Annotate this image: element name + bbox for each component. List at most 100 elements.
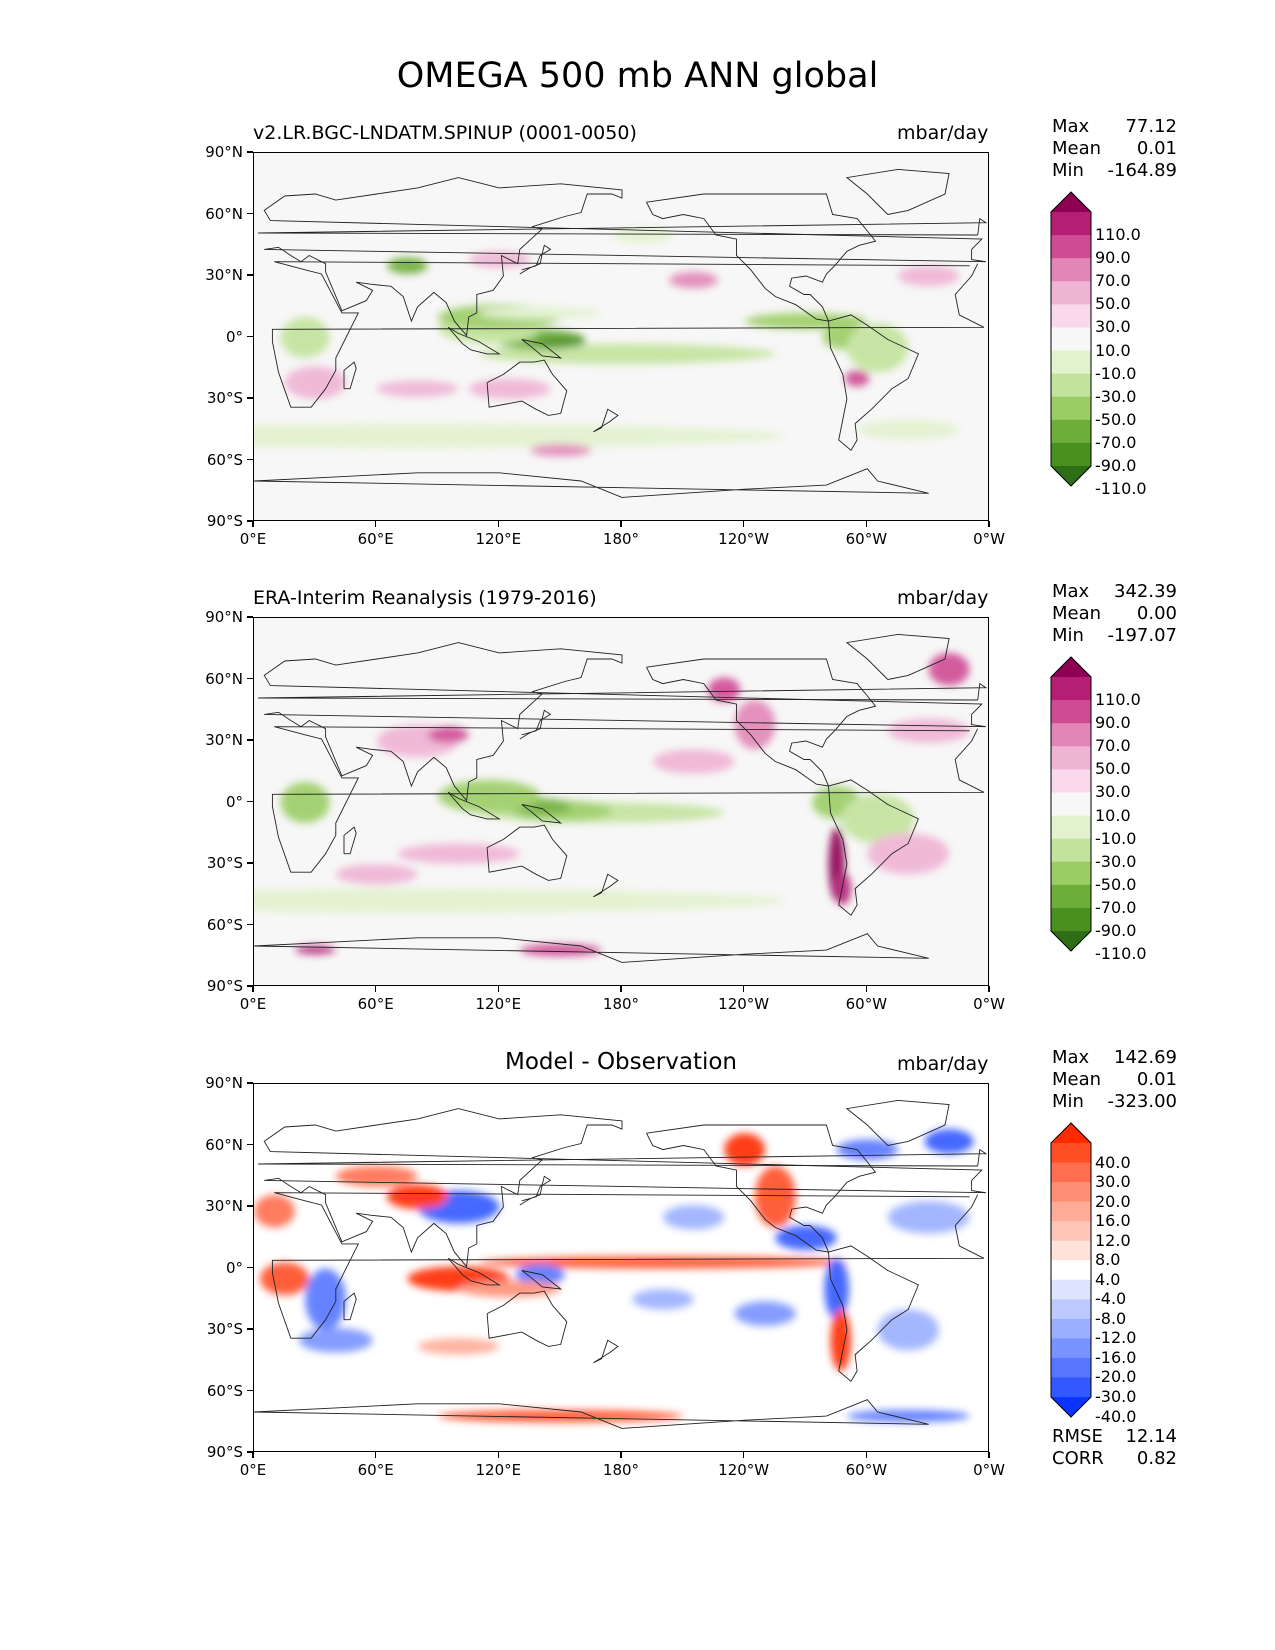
x-tick-mark (988, 1452, 990, 1458)
coastline (646, 1124, 877, 1253)
y-tick-mark (247, 274, 253, 276)
colorbar (1050, 1122, 1092, 1418)
coastline (646, 193, 877, 322)
colorbar-segment (1051, 1357, 1091, 1378)
colorbar-segment (1051, 1279, 1091, 1300)
y-tick-label: 30°S (206, 854, 243, 872)
colorbar-label: 4.0 (1095, 1269, 1121, 1289)
y-tick-mark (247, 985, 253, 987)
field-anomaly (928, 652, 970, 686)
figure-title: OMEGA 500 mb ANN global (396, 56, 879, 96)
y-tick-label: 30°N (205, 266, 243, 284)
colorbar-label: -110.0 (1095, 944, 1147, 964)
colorbar-segment (1051, 769, 1091, 793)
colorbar-segment (1051, 1143, 1091, 1164)
y-tick-label: 60°N (205, 1135, 243, 1154)
field-anomaly (887, 1200, 970, 1234)
colorbar-label: 30.0 (1095, 317, 1131, 337)
panel-units: mbar/day (897, 587, 989, 609)
stat-label: Mean (1052, 1069, 1102, 1090)
y-tick-mark (247, 677, 253, 680)
x-tick-mark (497, 521, 500, 527)
y-tick-mark (247, 397, 253, 399)
y-tick-label: 30°N (205, 1197, 243, 1215)
y-tick-label: 90°S (206, 977, 243, 995)
coastline (263, 177, 986, 337)
y-tick-label: 30°S (206, 389, 243, 407)
colorbar-label: -50.0 (1095, 874, 1137, 894)
y-tick-label: 30°N (205, 731, 243, 749)
colorbar-label: 10.0 (1095, 805, 1131, 825)
x-tick-label: 180° (602, 1461, 640, 1479)
field-anomaly (438, 1409, 684, 1423)
coastline (258, 217, 988, 236)
colorbar-label: -70.0 (1095, 432, 1137, 452)
coastline (845, 1099, 950, 1146)
colorbar-label: 30.0 (1095, 1172, 1131, 1192)
field-anomaly (298, 1327, 373, 1353)
y-tick-label: 0° (225, 792, 243, 811)
colorbar-segment (1051, 907, 1091, 932)
field-anomaly (427, 726, 469, 744)
colorbar-segment (1051, 861, 1091, 886)
map-panel (253, 152, 989, 521)
colorbar-label: -10.0 (1095, 828, 1137, 848)
x-tick-label: 120°W (718, 995, 770, 1013)
x-tick-mark (742, 986, 745, 992)
y-tick-mark (247, 1205, 253, 1207)
map-panel (253, 617, 989, 986)
field-anomaly (775, 1225, 837, 1251)
metric-value: 12.14 (1125, 1426, 1177, 1447)
x-tick-mark (865, 1452, 868, 1458)
coastline (263, 642, 986, 802)
x-tick-label: 60°W (845, 1461, 888, 1479)
y-tick-mark (247, 616, 253, 618)
stat-value: 0.01 (1136, 1069, 1177, 1090)
field-anomaly (254, 423, 786, 449)
x-tick-mark (988, 986, 990, 992)
field-anomaly (280, 317, 330, 358)
coastline (263, 1108, 986, 1268)
y-tick-label: 60°S (206, 1381, 243, 1400)
field-anomaly (397, 843, 520, 864)
colorbar-segment (1051, 212, 1091, 236)
y-tick-mark (247, 1328, 253, 1330)
x-tick-mark (252, 1452, 254, 1458)
stat-value: 0.01 (1136, 138, 1177, 159)
field-anomaly (305, 1268, 346, 1330)
coastline (486, 1290, 568, 1347)
field-anomaly (519, 943, 602, 957)
colorbar-extend-max (1051, 657, 1091, 677)
colorbar-segment (1051, 350, 1091, 375)
map-field (254, 168, 988, 498)
colorbar-label: -30.0 (1095, 1387, 1137, 1406)
stat-label: Min (1052, 160, 1084, 181)
field-anomaly (652, 749, 735, 774)
x-tick-mark (620, 986, 622, 992)
colorbar-label: -50.0 (1095, 409, 1137, 429)
colorbar-segment (1051, 442, 1091, 467)
coastline (593, 1339, 619, 1364)
x-tick-label: 60°E (357, 995, 394, 1013)
colorbar-extend-max (1051, 1123, 1091, 1143)
y-tick-mark (247, 335, 253, 338)
colorbar-label: 110.0 (1095, 690, 1141, 710)
y-tick-label: 90°S (206, 1443, 243, 1461)
coastline (828, 314, 919, 451)
field-anomaly (536, 335, 586, 348)
colorbar-segment (1051, 1318, 1091, 1339)
colorbar-label: 70.0 (1095, 736, 1131, 756)
coastline (828, 779, 919, 916)
x-tick-mark (497, 1452, 500, 1458)
colorbar-label: -110.0 (1095, 479, 1147, 499)
colorbar-label: -20.0 (1095, 1367, 1137, 1387)
colorbar-segment (1051, 677, 1091, 701)
colorbar-label: 8.0 (1095, 1250, 1121, 1270)
y-tick-mark (247, 1143, 253, 1146)
colorbar-segment (1051, 1299, 1091, 1320)
metric-label: CORR (1052, 1448, 1104, 1469)
field-anomaly (734, 700, 776, 750)
coastline (519, 1175, 552, 1206)
field-anomaly (294, 946, 336, 955)
y-tick-mark (247, 1082, 253, 1084)
